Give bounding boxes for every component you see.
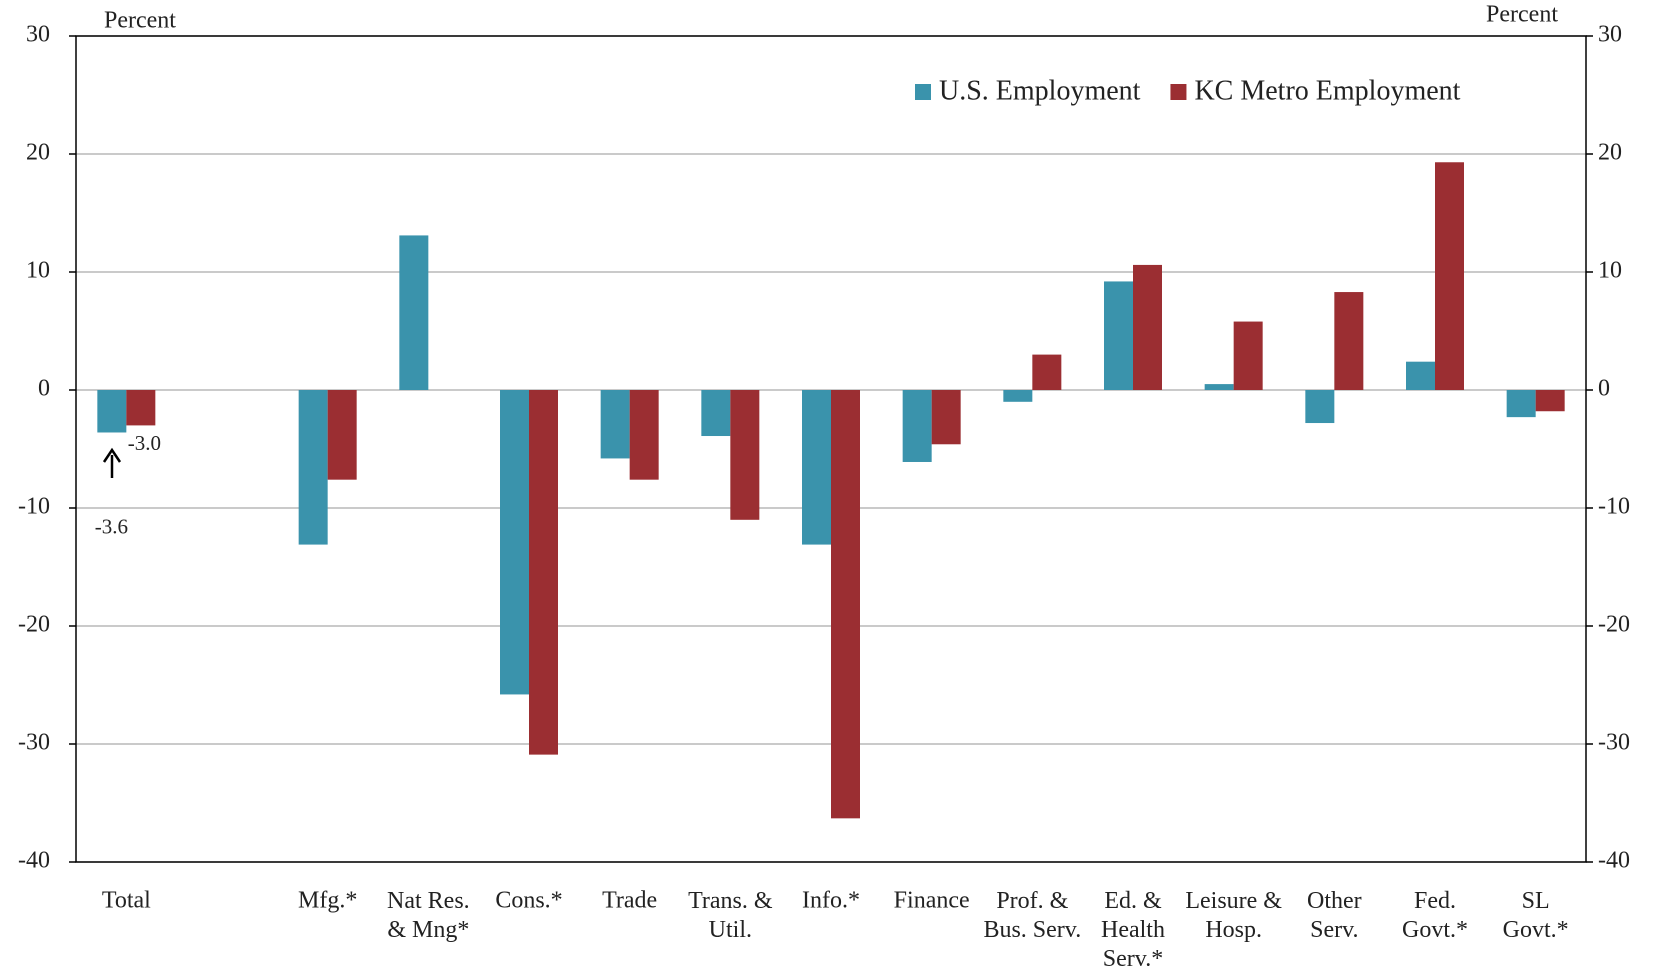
y-tick-label: 30 [26, 22, 50, 48]
y-tick-label: -30 [18, 730, 50, 756]
bar [831, 390, 860, 819]
x-tick-label: Trans. & Util. [688, 888, 773, 943]
x-tick-label: Mfg.* [298, 888, 357, 914]
y2-tick-label: 10 [1598, 258, 1622, 284]
data-label: -3.0 [128, 431, 161, 455]
bar [97, 390, 127, 433]
bar [1535, 390, 1565, 412]
bar [1435, 162, 1464, 390]
y2-tick-label: 0 [1598, 376, 1610, 402]
y2-tick-label: -10 [1598, 494, 1630, 520]
y2-tick-label: 30 [1598, 22, 1622, 48]
x-tick-label: SL Govt.* [1503, 888, 1569, 943]
bar [500, 390, 529, 695]
bar [529, 390, 558, 755]
bar [298, 390, 328, 545]
bar [126, 390, 156, 426]
plot-frame [75, 35, 1587, 863]
x-tick-label: Prof. & Bus. Serv. [983, 888, 1081, 943]
bar [701, 390, 731, 437]
x-tick-label: Fed. Govt.* [1402, 888, 1468, 943]
y-tick-label: -20 [18, 612, 50, 638]
y2-tick-label: -30 [1598, 730, 1630, 756]
bar [629, 390, 659, 480]
annotation-arrow [102, 447, 122, 478]
bar [1233, 321, 1263, 390]
bar [600, 390, 630, 459]
legend-label: KC Metro Employment [1194, 75, 1460, 106]
bar [802, 390, 831, 545]
bar [1506, 390, 1536, 418]
y-tick-label: 0 [38, 376, 50, 402]
legend-label: U.S. Employment [939, 75, 1141, 106]
x-tick-label: Nat Res. & Mng* [387, 888, 470, 943]
y2-tick-label: 20 [1598, 140, 1622, 166]
y2-tick-label: -20 [1598, 612, 1630, 638]
y-tick-label: -10 [18, 494, 50, 520]
legend-swatch [1170, 84, 1187, 100]
bar [327, 390, 357, 480]
y-tick-label: 20 [26, 140, 50, 166]
bar [1406, 361, 1435, 390]
x-tick-label: Leisure & Hosp. [1185, 888, 1282, 943]
bar [931, 390, 961, 445]
x-tick-label: Info.* [802, 888, 860, 914]
bar [1133, 264, 1162, 390]
y2-axis-label: Percent [1486, 2, 1558, 28]
x-tick-label: Trade [602, 888, 657, 914]
x-tick-label: Ed. & Health Serv.* [1101, 888, 1165, 968]
data-label: -3.6 [95, 514, 128, 538]
bar [399, 235, 429, 390]
y-tick-label: 10 [26, 258, 50, 284]
y-axis-label: Percent [104, 8, 176, 34]
bar [1334, 292, 1364, 390]
bar [1204, 384, 1234, 390]
bar [1305, 390, 1335, 424]
x-tick-label: Total [102, 888, 151, 914]
y2-tick-label: -40 [1598, 848, 1630, 874]
x-tick-label: Finance [894, 888, 970, 914]
bar [1003, 390, 1033, 402]
y-tick-label: -40 [18, 848, 50, 874]
x-tick-label: Cons.* [495, 888, 562, 914]
legend-swatch [915, 84, 931, 100]
bar [730, 390, 760, 520]
x-tick-label: Other Serv. [1307, 888, 1362, 943]
bar [1104, 281, 1133, 390]
bar [902, 390, 932, 462]
bar [1032, 354, 1062, 390]
